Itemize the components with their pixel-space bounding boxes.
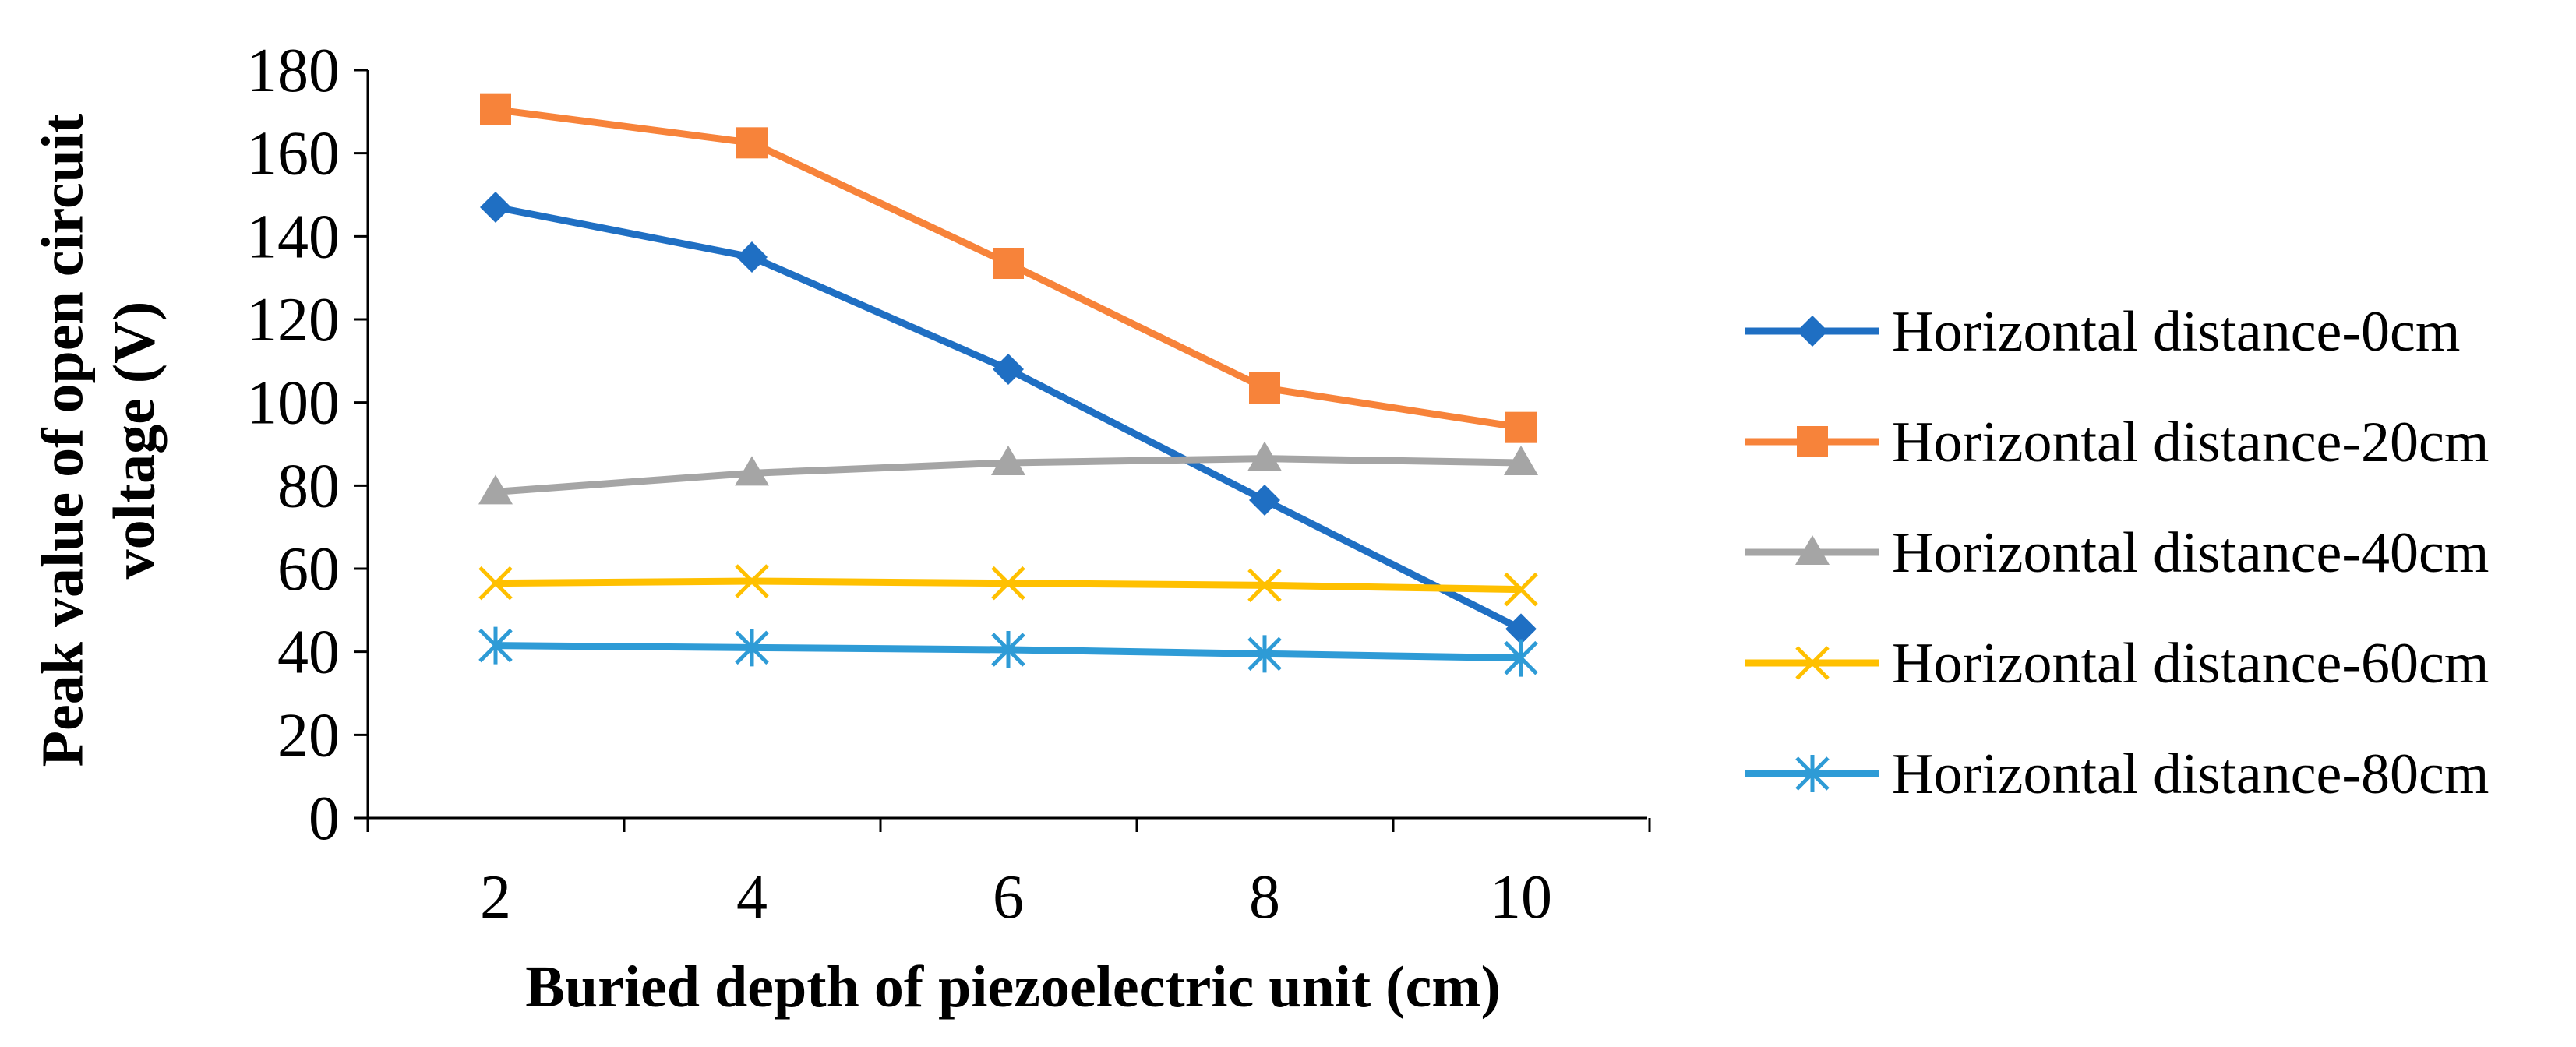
- data-point: [991, 446, 1025, 475]
- plot-series: [478, 93, 1538, 677]
- y-tick-label: 100: [246, 369, 340, 438]
- data-point: [480, 93, 511, 125]
- legend-marker: [1797, 426, 1828, 457]
- y-tick-label: 60: [277, 535, 340, 604]
- data-point: [1505, 613, 1537, 645]
- data-point: [1247, 441, 1282, 471]
- legend-item: Horizontal distance-60cm: [1745, 632, 2489, 696]
- data-point: [1247, 635, 1282, 673]
- legend-label: Horizontal distance-20cm: [1892, 411, 2489, 474]
- x-tick-label: 4: [736, 863, 768, 932]
- legend-label: Horizontal distance-80cm: [1892, 742, 2489, 806]
- y-tick-label: 0: [309, 784, 340, 853]
- data-point: [1249, 485, 1280, 516]
- data-point: [478, 474, 513, 505]
- data-point: [1504, 639, 1538, 677]
- legend-marker: [1797, 316, 1828, 347]
- x-tick-label: 10: [1490, 863, 1552, 932]
- legend-label: Horizontal distance-60cm: [1892, 632, 2489, 696]
- legend-item: Horizontal distance-0cm: [1745, 300, 2460, 364]
- y-axis: 0 20 40 60 80 100 120 140 160 180: [246, 37, 369, 853]
- series-0: [480, 192, 1537, 645]
- data-point: [993, 248, 1024, 279]
- y-axis-title-line: Peak value of open circuit: [30, 114, 95, 767]
- y-tick-label: 160: [246, 120, 340, 189]
- y-axis-title-line: voltage (V): [101, 301, 167, 580]
- data-point: [478, 566, 513, 601]
- y-axis-title: Peak value of open circuit voltage (V): [30, 114, 167, 767]
- series-1: [480, 93, 1537, 443]
- data-point: [1247, 568, 1282, 603]
- data-point: [735, 629, 769, 667]
- series-3: [478, 564, 1538, 607]
- data-point: [735, 456, 769, 486]
- legend-marker: [1795, 535, 1830, 565]
- legend-item: Horizontal distance-20cm: [1745, 411, 2489, 474]
- data-point: [1249, 372, 1280, 404]
- y-tick-label: 40: [277, 619, 340, 687]
- legend-marker: [1795, 755, 1830, 792]
- data-point: [736, 127, 768, 159]
- legend: Horizontal distance-0cm Horizontal distan…: [1745, 300, 2489, 806]
- legend-label: Horizontal distance-0cm: [1892, 300, 2460, 364]
- data-point: [735, 564, 769, 598]
- y-tick-label: 20: [277, 701, 340, 770]
- legend-item: Horizontal distance-80cm: [1745, 742, 2489, 806]
- y-tick-label: 80: [277, 452, 340, 520]
- data-point: [993, 354, 1024, 385]
- data-point: [1505, 411, 1537, 443]
- data-point: [991, 566, 1025, 601]
- y-tick-label: 140: [246, 203, 340, 271]
- series-4: [478, 626, 1538, 677]
- legend-label: Horizontal distance-40cm: [1892, 521, 2489, 585]
- x-axis: 2 4 6 8 10: [366, 816, 1651, 932]
- data-point: [736, 241, 768, 273]
- legend-marker: [1795, 646, 1830, 680]
- y-tick-label: 180: [246, 37, 340, 105]
- x-tick-label: 2: [480, 863, 511, 932]
- series-2: [478, 441, 1538, 505]
- x-tick-label: 8: [1249, 863, 1280, 932]
- x-axis-title: Buried depth of piezoelectric unit (cm): [525, 954, 1501, 1020]
- data-point: [1504, 572, 1538, 607]
- data-point: [991, 631, 1025, 668]
- data-point: [478, 626, 513, 665]
- x-tick-label: 6: [993, 863, 1024, 932]
- legend-item: Horizontal distance-40cm: [1745, 521, 2489, 585]
- data-point: [1504, 446, 1538, 475]
- y-tick-label: 120: [246, 286, 340, 354]
- data-point: [480, 192, 511, 223]
